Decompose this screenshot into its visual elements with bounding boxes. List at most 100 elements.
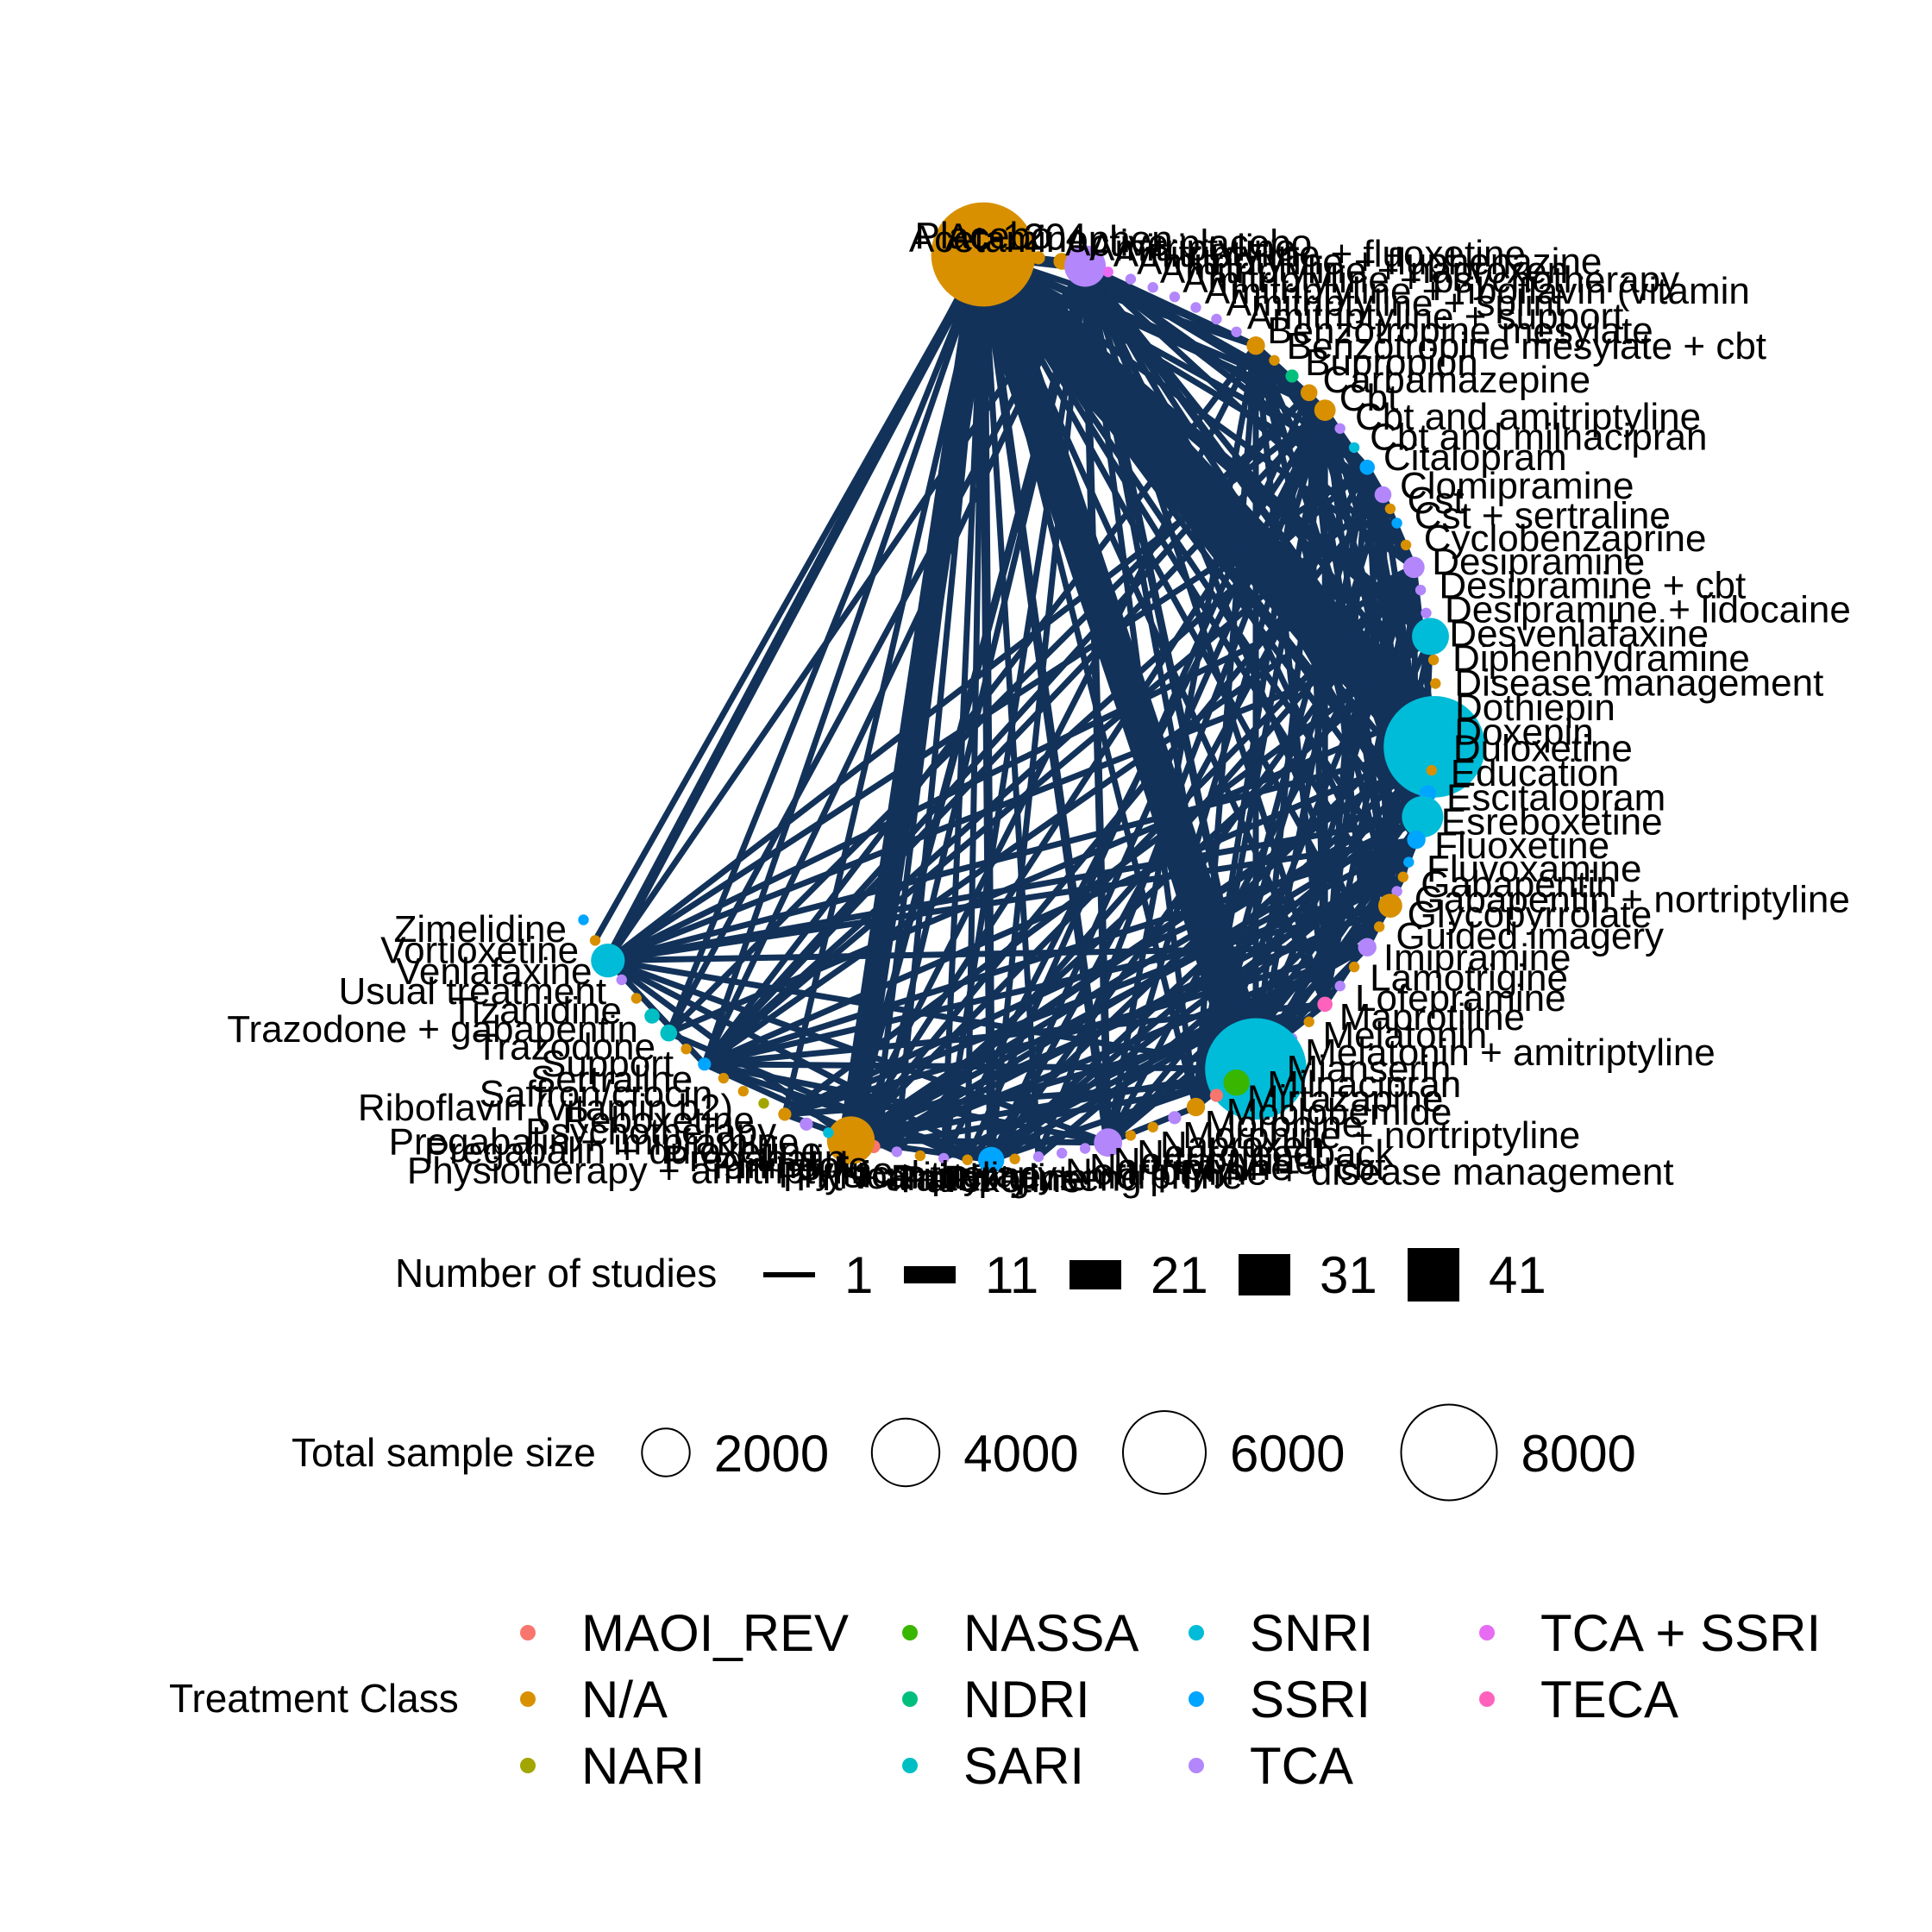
edge-142 bbox=[1252, 345, 1328, 1005]
edge-193 bbox=[942, 944, 1369, 1162]
node-26 bbox=[1421, 607, 1432, 618]
node-24 bbox=[1402, 556, 1425, 579]
edge-188 bbox=[666, 390, 1312, 1036]
node-37 bbox=[1403, 856, 1414, 868]
node-label-12: Benzotropine mesylate bbox=[1267, 310, 1653, 352]
node-53 bbox=[1168, 1111, 1182, 1125]
node-label-74: Sertraline bbox=[530, 1058, 693, 1101]
node-58 bbox=[1057, 1147, 1068, 1159]
legend-studies-swatch-4 bbox=[1408, 1248, 1459, 1302]
node-65 bbox=[891, 1146, 903, 1157]
edge-163 bbox=[783, 944, 1369, 1118]
node-50 bbox=[1223, 1070, 1250, 1096]
node-51 bbox=[1209, 1088, 1223, 1102]
node-label-44: Lofepramine bbox=[1355, 977, 1566, 1019]
node-28 bbox=[1427, 654, 1440, 666]
node-60 bbox=[1009, 1153, 1020, 1164]
node-35 bbox=[1402, 796, 1444, 837]
edge-8 bbox=[978, 254, 1113, 1144]
node-7 bbox=[1147, 282, 1158, 293]
node-label-20: Clomipramine bbox=[1400, 465, 1634, 507]
node-73 bbox=[718, 1072, 730, 1084]
node-label-54: Naproxen bbox=[1160, 1124, 1325, 1166]
node-label-34: Escitalopram bbox=[1446, 776, 1665, 819]
node-label-55: Neurofeedback bbox=[1137, 1132, 1395, 1175]
node-1 bbox=[1008, 248, 1022, 262]
node-40 bbox=[1378, 894, 1402, 918]
node-57 bbox=[1079, 1143, 1091, 1154]
node-label-16: Cbt bbox=[1339, 377, 1398, 419]
node-label-5: Amitriptyline + fluoxetine bbox=[1113, 233, 1526, 275]
node-label-64: Physical therapy bbox=[778, 1154, 1057, 1196]
node-label-61: Paroxetine bbox=[900, 1158, 1082, 1201]
node-label-70: Psychotherapy bbox=[525, 1111, 776, 1153]
legend-class-dot-1 bbox=[520, 1691, 536, 1707]
node-19 bbox=[1359, 460, 1375, 475]
node-16 bbox=[1314, 399, 1336, 421]
node-label-27: Desvenlafaxine bbox=[1449, 612, 1709, 655]
node-label-33: Education bbox=[1451, 752, 1620, 794]
legend-studies-swatch-3 bbox=[1239, 1254, 1290, 1295]
node-label-32: Duloxetine bbox=[1453, 728, 1633, 770]
node-label-0: Placebo bbox=[914, 215, 1051, 257]
node-38 bbox=[1397, 871, 1409, 882]
node-label-73: Saffron/crocin bbox=[480, 1073, 713, 1115]
edge-58 bbox=[666, 264, 1088, 1035]
legend-number-of-studies: Number of studies 1 11 21 31 41 bbox=[395, 1246, 1546, 1304]
legend-sample-circle-0 bbox=[641, 1427, 691, 1477]
node-43 bbox=[1348, 961, 1360, 973]
legend-class-label-10: TECA bbox=[1540, 1671, 1678, 1728]
node-label-72: Riboflavin (vitamin b2) bbox=[358, 1087, 733, 1129]
edge-137 bbox=[702, 465, 1370, 1067]
edge-195 bbox=[894, 565, 1416, 1154]
node-2 bbox=[1032, 251, 1045, 265]
legend-class-label-3: NASSA bbox=[963, 1604, 1138, 1662]
node-9 bbox=[1190, 302, 1201, 313]
edge-178 bbox=[606, 633, 1432, 963]
edge-185 bbox=[667, 704, 1438, 1036]
node-label-81: Vortioxetine bbox=[380, 930, 579, 972]
legend-class-dot-4 bbox=[902, 1691, 918, 1707]
node-label-67: Pregabalin bbox=[664, 1138, 845, 1180]
node-72 bbox=[737, 1086, 749, 1097]
node-36 bbox=[1407, 830, 1426, 850]
node-label-3: Active placebo bbox=[1065, 222, 1312, 264]
node-55 bbox=[1125, 1130, 1137, 1141]
node-label-24: Desipramine bbox=[1432, 541, 1645, 583]
node-11 bbox=[1231, 326, 1242, 337]
node-22 bbox=[1391, 518, 1402, 529]
node-label-19: Citalopram bbox=[1383, 436, 1567, 479]
node-label-63: Pft + amitriptyline bbox=[796, 1157, 1088, 1199]
node-6 bbox=[1125, 273, 1137, 285]
node-label-4: Amitriptyline bbox=[1089, 227, 1296, 269]
edge-95 bbox=[988, 409, 1328, 1162]
node-64 bbox=[914, 1150, 926, 1162]
node-80 bbox=[591, 944, 625, 978]
node-15 bbox=[1300, 384, 1318, 402]
edge-148 bbox=[1306, 392, 1394, 906]
node-label-36: Fluoxetine bbox=[1434, 825, 1609, 867]
node-label-41: Guided imagery bbox=[1396, 915, 1664, 957]
edge-139 bbox=[702, 390, 1312, 1067]
node-label-15: Carbamazepine bbox=[1323, 359, 1591, 401]
node-label-28: Diphenhydramine bbox=[1452, 637, 1750, 680]
node-41 bbox=[1374, 921, 1385, 932]
node-label-60: Panax ginseng bbox=[891, 1157, 1142, 1200]
node-21 bbox=[1384, 503, 1396, 515]
edge-186 bbox=[965, 705, 1439, 1163]
edge-76 bbox=[704, 1061, 1257, 1072]
node-label-8: Amitriptyline + psychotherapy bbox=[1182, 259, 1679, 301]
legend-class-dot-8 bbox=[1189, 1758, 1204, 1773]
node-label-53: Morphine + nortriptyline bbox=[1182, 1114, 1580, 1157]
legend-sample-title: Total sample size bbox=[292, 1430, 596, 1475]
node-label-6: Amitriptyline + fluphenazine bbox=[1137, 241, 1602, 283]
legend-sample-label-3: 8000 bbox=[1521, 1425, 1635, 1483]
node-29 bbox=[1430, 678, 1441, 689]
legend-studies-label-4: 41 bbox=[1489, 1246, 1546, 1304]
edge-111 bbox=[606, 564, 1415, 963]
edge-187 bbox=[667, 1030, 969, 1163]
edge-26 bbox=[701, 253, 987, 1065]
legend-class-dot-7 bbox=[1189, 1691, 1204, 1707]
node-76 bbox=[660, 1024, 678, 1042]
